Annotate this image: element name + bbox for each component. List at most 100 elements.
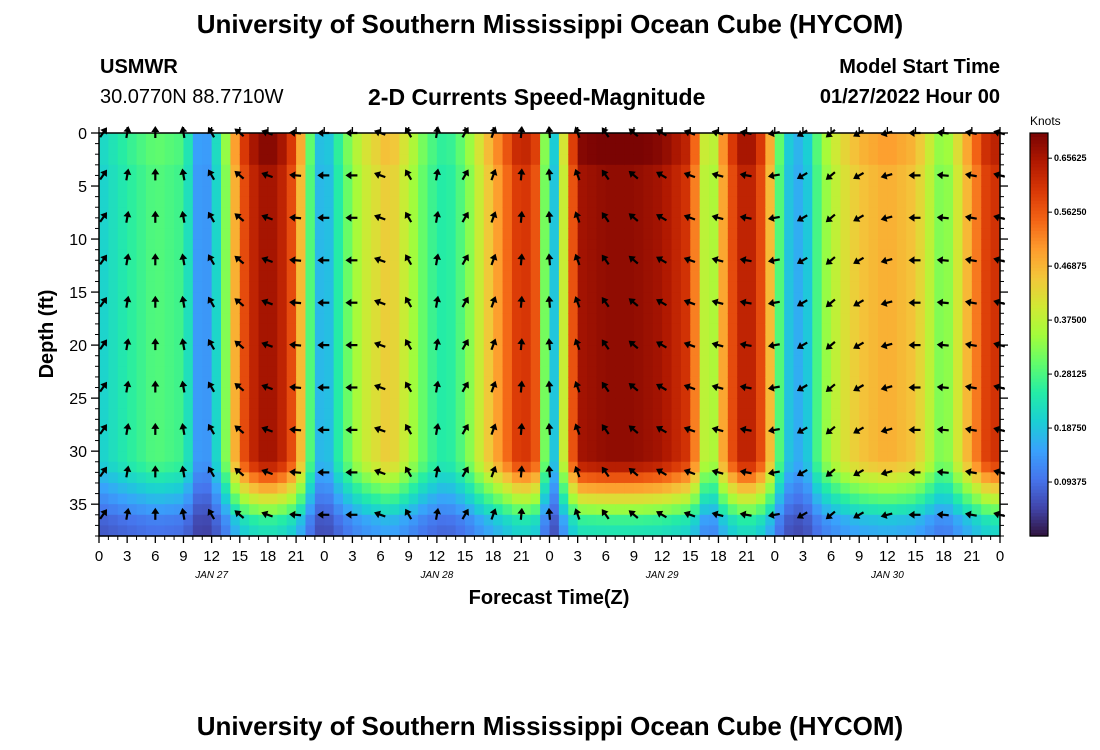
heatmap-cell — [164, 154, 175, 166]
heatmap-cell — [840, 175, 851, 187]
heatmap-cell — [540, 461, 551, 473]
heatmap-cell — [906, 345, 917, 357]
heatmap-cell — [483, 313, 494, 325]
arrow-head — [936, 510, 944, 519]
heatmap-cell — [652, 249, 663, 261]
heatmap-cell — [718, 186, 729, 198]
heatmap-cell — [502, 207, 513, 219]
heatmap-cell — [981, 323, 992, 336]
heatmap-cell — [793, 419, 804, 431]
heatmap-cell — [333, 366, 344, 378]
heatmap-cell — [624, 419, 635, 431]
heatmap-cell — [727, 334, 738, 346]
heatmap-cell — [737, 270, 748, 283]
heatmap-cell — [746, 461, 757, 473]
heatmap-cell — [953, 334, 964, 346]
heatmap-cell — [296, 366, 307, 378]
heatmap-cell — [971, 504, 982, 516]
current-arrow — [404, 381, 413, 393]
heatmap-cell — [249, 217, 260, 230]
current-arrow — [461, 508, 469, 520]
heatmap-cell — [230, 228, 241, 240]
heatmap-cell — [192, 292, 203, 304]
heatmap-cell — [108, 493, 119, 505]
heatmap-cell — [840, 493, 851, 505]
heatmap-cell — [399, 164, 410, 177]
heatmap-cell — [671, 451, 682, 463]
heatmap-cell — [652, 186, 663, 198]
heatmap-cell — [971, 302, 982, 314]
heatmap-cell — [136, 281, 147, 293]
current-arrow — [461, 296, 469, 308]
heatmap-cell — [361, 323, 372, 336]
heatmap-cell — [934, 217, 945, 230]
heatmap-cell — [286, 376, 297, 389]
heatmap-cell — [971, 451, 982, 463]
heatmap-cell — [145, 345, 156, 357]
heatmap-cell — [577, 366, 588, 378]
heatmap-cell — [690, 366, 701, 378]
colorbar-cell — [1030, 287, 1048, 292]
heatmap-cell — [943, 472, 954, 484]
heatmap-cell — [436, 461, 447, 473]
heatmap-cell — [680, 472, 691, 484]
heatmap-cell — [183, 376, 194, 389]
heatmap-cell — [943, 154, 954, 166]
heatmap-cell — [662, 281, 673, 293]
heatmap-cell — [343, 302, 354, 314]
heatmap-cell — [840, 334, 851, 346]
heatmap-cell — [558, 196, 569, 208]
x-tick-label: 0 — [320, 548, 328, 565]
heatmap-cell — [343, 228, 354, 240]
heatmap-cell — [943, 143, 954, 155]
heatmap-cell — [230, 207, 241, 219]
current-arrow — [825, 171, 836, 180]
heatmap-cell — [145, 355, 156, 367]
heatmap-cell — [286, 164, 297, 177]
arrow-head — [573, 296, 582, 304]
arrow-head — [207, 211, 215, 219]
heatmap-cell — [831, 472, 842, 484]
current-arrow — [573, 211, 582, 223]
heatmap-cell — [915, 186, 926, 198]
heatmap-cell — [577, 429, 588, 442]
heatmap-cell — [962, 239, 973, 251]
heatmap-cell — [99, 398, 109, 410]
heatmap-cell — [934, 482, 945, 495]
heatmap-cell — [343, 482, 354, 495]
heatmap-cell — [690, 493, 701, 505]
heatmap-cell — [962, 419, 973, 431]
heatmap-cell — [981, 525, 992, 537]
heatmap-cell — [108, 196, 119, 208]
current-arrow — [936, 213, 949, 222]
heatmap-cell — [99, 302, 109, 314]
heatmap-cell — [943, 525, 954, 537]
heatmap-cell — [483, 461, 494, 473]
heatmap-cell — [249, 260, 260, 272]
heatmap-cell — [99, 355, 109, 367]
heatmap-cell — [699, 323, 710, 336]
heatmap-cell — [671, 504, 682, 516]
heatmap-cell — [183, 313, 194, 325]
heatmap-cell — [774, 249, 785, 261]
heatmap-cell — [305, 408, 316, 420]
heatmap-cell — [361, 493, 372, 505]
heatmap-cell — [558, 419, 569, 431]
heatmap-cell — [615, 196, 626, 208]
heatmap-cell — [502, 186, 513, 198]
heatmap-cell — [361, 398, 372, 410]
heatmap-cell — [164, 260, 175, 272]
heatmap-cell — [155, 313, 166, 325]
heatmap-cell — [511, 408, 522, 420]
heatmap-cell — [633, 175, 644, 187]
heatmap-cell — [633, 281, 644, 293]
heatmap-cell — [821, 461, 832, 473]
heatmap-cell — [643, 196, 654, 208]
heatmap-cell — [258, 504, 269, 516]
heatmap-cell — [277, 387, 288, 399]
heatmap-cell — [793, 408, 804, 420]
heatmap-cell — [849, 451, 860, 463]
heatmap-cell — [127, 154, 138, 166]
heatmap-cell — [399, 525, 410, 537]
current-arrow — [289, 468, 302, 477]
